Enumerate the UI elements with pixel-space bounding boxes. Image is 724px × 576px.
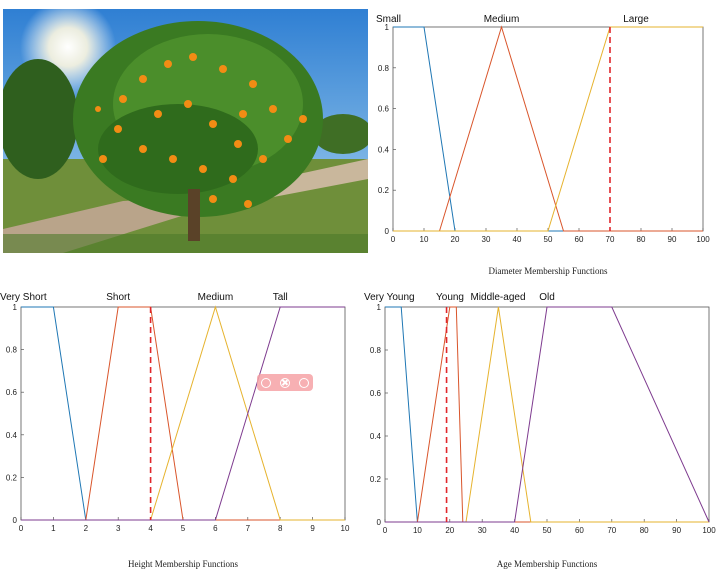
x-tick-label: 7 (246, 524, 251, 533)
x-tick-label: 40 (510, 526, 519, 535)
y-tick-label: 1 (385, 23, 390, 32)
diameter-membership-chart: 0 10 20 30 40 50 60 70 80 90 100 0 0.2 0.4 0.6 0.8 1 Diam… (376, 14, 710, 276)
series-name-label: Old (539, 292, 555, 303)
x-tick-label: 0 (19, 524, 24, 533)
y-tick-label: 0.8 (378, 64, 390, 73)
series-name-label: Young (436, 292, 464, 303)
x-tick-label: 0 (383, 526, 388, 535)
x-tick-label: 0 (391, 235, 396, 244)
series-name-label: Tall (273, 292, 288, 303)
series-line-tall (21, 306, 345, 521)
y-tick-label: 0.6 (378, 105, 390, 114)
x-tick-label: 100 (696, 235, 710, 244)
y-tick-label: 0 (13, 516, 18, 525)
y-tick-label: 0 (385, 227, 390, 236)
y-tick-label: 0.8 (6, 346, 18, 355)
x-axis-label: Age Membership Functions (497, 559, 598, 569)
close-icon[interactable] (279, 377, 290, 388)
x-tick-label: 3 (116, 524, 121, 533)
series-name-label: Very Young (364, 292, 415, 303)
y-tick-label: 0.4 (370, 432, 382, 441)
x-tick-label: 70 (607, 526, 616, 535)
x-tick-label: 50 (543, 526, 552, 535)
x-tick-label: 30 (478, 526, 487, 535)
series-line-large (393, 26, 703, 232)
y-tick-label: 0.2 (6, 473, 18, 482)
x-tick-label: 50 (544, 235, 553, 244)
series-line-old (385, 306, 710, 523)
x-tick-label: 5 (181, 524, 186, 533)
y-tick-label: 0.2 (370, 475, 382, 484)
age-membership-chart: 0 10 20 30 40 50 60 70 80 90 100 0 0.2 0.4 0.6 0.8 1 Age … (364, 292, 716, 569)
x-tick-label: 1 (51, 524, 56, 533)
series-name-label: Short (106, 292, 130, 303)
x-tick-label: 100 (702, 526, 716, 535)
x-tick-label: 8 (278, 524, 283, 533)
x-tick-label: 30 (482, 235, 491, 244)
x-axis-label: Height Membership Functions (128, 559, 238, 569)
x-tick-label: 60 (575, 526, 584, 535)
x-tick-label: 10 (420, 235, 429, 244)
y-tick-label: 0.6 (6, 388, 18, 397)
series-name-label: Small (376, 14, 401, 25)
x-tick-label: 20 (451, 235, 460, 244)
search-icon[interactable] (298, 377, 309, 388)
x-tick-label: 4 (148, 524, 153, 533)
x-tick-label: 90 (668, 235, 677, 244)
x-tick-label: 20 (445, 526, 454, 535)
x-tick-label: 10 (413, 526, 422, 535)
height-membership-chart: 0 1 2 3 4 5 6 7 8 9 10 0 0.2 0.4 0.6 0.8 1 Height Members… (0, 292, 350, 569)
x-tick-label: 80 (637, 235, 646, 244)
zoom-in-icon[interactable] (261, 377, 272, 388)
y-tick-label: 0.2 (378, 186, 390, 195)
orange-tree-photo (3, 9, 368, 253)
x-tick-label: 2 (84, 524, 89, 533)
x-tick-label: 6 (213, 524, 218, 533)
x-tick-label: 80 (640, 526, 649, 535)
x-tick-label: 40 (513, 235, 522, 244)
y-tick-label: 0.4 (6, 431, 18, 440)
x-axis-label: Diameter Membership Functions (489, 266, 608, 276)
y-tick-label: 0.8 (370, 346, 382, 355)
y-tick-label: 1 (13, 303, 18, 312)
series-line-small (393, 26, 703, 232)
y-tick-label: 0.4 (378, 145, 390, 154)
y-tick-label: 0 (377, 518, 382, 527)
x-tick-label: 9 (310, 524, 315, 533)
series-name-label: Medium (198, 292, 234, 303)
x-tick-label: 10 (341, 524, 350, 533)
x-tick-label: 70 (606, 235, 615, 244)
x-tick-label: 90 (672, 526, 681, 535)
floating-toolbar[interactable] (257, 374, 313, 391)
x-tick-label: 60 (575, 235, 584, 244)
series-name-label: Large (623, 14, 649, 25)
y-tick-label: 1 (377, 303, 382, 312)
series-name-label: Middle-aged (470, 292, 525, 303)
series-name-label: Very Short (0, 292, 47, 303)
y-tick-label: 0.6 (370, 389, 382, 398)
series-name-label: Medium (484, 14, 520, 25)
